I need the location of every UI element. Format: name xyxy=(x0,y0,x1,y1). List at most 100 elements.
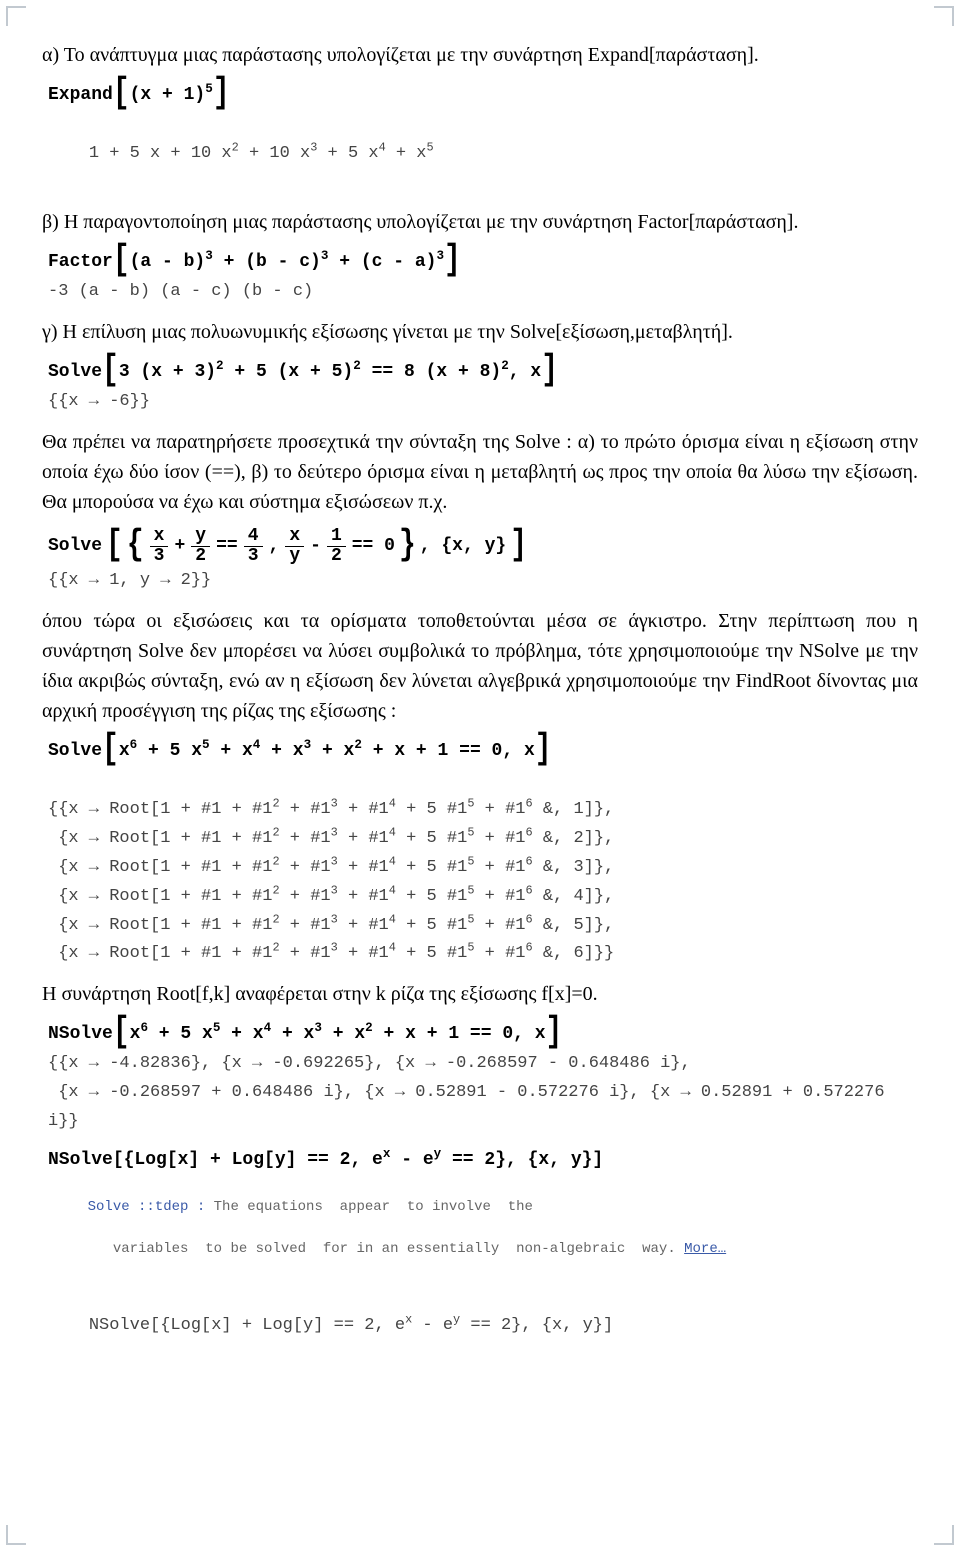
t: + x + 1 == 0, x xyxy=(373,1024,546,1044)
rt: ]}, xyxy=(584,858,615,877)
corner-bottom-left xyxy=(6,1525,26,1545)
rt: + 5 #1 xyxy=(396,858,467,877)
e: 6 xyxy=(525,854,532,868)
fn-factor: Factor xyxy=(48,252,113,272)
t: x xyxy=(119,741,130,761)
input-nsolve-logexp: NSolve[{Log[x] + Log[y] == 2, ex - ey ==… xyxy=(48,1147,918,1174)
plus: + xyxy=(213,252,245,272)
solve-exp: 2 xyxy=(216,359,224,373)
e: 6 xyxy=(525,883,532,897)
num: x xyxy=(150,527,169,547)
num: y xyxy=(191,527,210,547)
rt: {x → Root[1 + #1 + #1 xyxy=(58,944,272,963)
out-exp: 2 xyxy=(232,140,239,154)
corner-top-left xyxy=(6,6,26,26)
e: 2 xyxy=(272,796,279,810)
t: - e xyxy=(390,1150,433,1170)
t: == 2}, {x, y}] xyxy=(441,1150,603,1170)
e: 4 xyxy=(389,883,396,897)
den: 2 xyxy=(191,547,210,566)
k: 3 xyxy=(573,858,583,877)
expand-base: (x + 1) xyxy=(130,85,206,105)
solve-tail: , x xyxy=(509,362,541,382)
input-expand: Expand[(x + 1)5] xyxy=(48,80,918,109)
solve-tail: , {x, y} xyxy=(420,533,506,560)
rt: + #1 xyxy=(338,887,389,906)
fraction: xy xyxy=(285,527,304,566)
t: + 5 x xyxy=(137,741,202,761)
rt: {x → Root[1 + #1 + #1 xyxy=(58,887,272,906)
e: 3 xyxy=(331,912,338,926)
paragraph-nsolve-note: όπου τώρα οι εξισώσεις και τα ορίσματα τ… xyxy=(42,606,918,726)
e: 4 xyxy=(389,912,396,926)
solve-term: == 8 (x + 8) xyxy=(361,362,501,382)
rt: + 5 #1 xyxy=(396,829,467,848)
t: x xyxy=(130,1024,141,1044)
e: 2 xyxy=(272,912,279,926)
fn-solve: Solve xyxy=(48,362,102,382)
paragraph-beta: β) Η παραγοντοποίηση μιας παράστασης υπο… xyxy=(42,207,918,237)
document-page: α) Το ανάπτυγμα μιας παράστασης υπολογίζ… xyxy=(0,0,960,1551)
solve-term: 3 (x + 3) xyxy=(119,362,216,382)
rt: ]}, xyxy=(584,916,615,935)
fn-solve: Solve xyxy=(48,741,102,761)
rt: + #1 xyxy=(474,887,525,906)
rt: {x → Root[1 + #1 + #1 xyxy=(58,829,272,848)
t: + x + 1 == 0, x xyxy=(362,741,535,761)
output-nsolve-logexp: NSolve[{Log[x] + Log[y] == 2, ex - ey ==… xyxy=(48,1283,918,1370)
input-solve-1: Solve[3 (x + 3)2 + 5 (x + 5)2 == 8 (x + … xyxy=(48,357,918,386)
e: 2 xyxy=(354,738,362,752)
out-term: 1 + 5 x + 10 x xyxy=(89,144,232,163)
input-solve-poly6: Solve[x6 + 5 x5 + x4 + x3 + x2 + x + 1 =… xyxy=(48,736,918,765)
e: 2 xyxy=(272,854,279,868)
paragraph-root-note: Η συνάρτηση Root[f,k] αναφέρεται στην k … xyxy=(42,979,918,1009)
rt: + #1 xyxy=(338,800,389,819)
fn-nsolve: NSolve xyxy=(48,1024,113,1044)
rt: ]}, xyxy=(584,800,615,819)
factor-term: (b - c) xyxy=(245,252,321,272)
e: 3 xyxy=(331,854,338,868)
e: 3 xyxy=(331,883,338,897)
corner-bottom-right xyxy=(934,1525,954,1545)
fn-solve: Solve xyxy=(48,533,102,560)
rt: + #1 xyxy=(280,916,331,935)
rt: {x → Root[1 + #1 + #1 xyxy=(58,800,272,819)
brace: { xyxy=(48,800,58,819)
den: 3 xyxy=(244,547,263,566)
output-solve-system: {{x → 1, y → 2}} xyxy=(48,567,918,596)
t: == 2}, {x, y}] xyxy=(460,1316,613,1335)
fraction: y2 xyxy=(191,527,210,566)
e: 5 xyxy=(202,738,210,752)
t: + x xyxy=(271,1024,314,1044)
e: 6 xyxy=(525,941,532,955)
e: 4 xyxy=(389,941,396,955)
plus: + xyxy=(328,252,360,272)
paragraph-gamma: γ) Η επίλυση μιας πολυωνυμικής εξίσωσης … xyxy=(42,317,918,347)
rt: &, xyxy=(533,916,574,935)
output-solve-poly6: {{x → Root[1 + #1 + #12 + #13 + #14 + 5 … xyxy=(48,767,918,969)
solve-tdep-message: Solve ::tdep : The equations appear to i… xyxy=(54,1176,918,1281)
e: 6 xyxy=(140,1021,148,1035)
rt: + 5 #1 xyxy=(396,916,467,935)
e: 3 xyxy=(331,796,338,810)
eq: == 0 xyxy=(352,533,395,560)
e: 3 xyxy=(304,738,312,752)
msg-body: The equations appear to involve the xyxy=(214,1199,533,1215)
t: + x xyxy=(322,1024,365,1044)
t: NSolve[{Log[x] + Log[y] == 2, e xyxy=(89,1316,405,1335)
e: 6 xyxy=(525,796,532,810)
num: 1 xyxy=(327,527,346,547)
rt: + #1 xyxy=(474,829,525,848)
rt: &, xyxy=(533,858,574,877)
rt: + #1 xyxy=(338,916,389,935)
rt: + #1 xyxy=(338,944,389,963)
output-expand: 1 + 5 x + 10 x2 + 10 x3 + 5 x4 + x5 xyxy=(48,111,918,198)
t: [{Log[x] + Log[y] == 2, e xyxy=(113,1150,383,1170)
more-link[interactable]: More… xyxy=(684,1241,726,1257)
e: 4 xyxy=(389,796,396,810)
out-term: + 5 x xyxy=(317,144,378,163)
e: 2 xyxy=(272,825,279,839)
msg-head: Solve ::tdep : xyxy=(88,1199,214,1215)
out-term: + 10 x xyxy=(239,144,310,163)
sep: , xyxy=(269,533,280,560)
